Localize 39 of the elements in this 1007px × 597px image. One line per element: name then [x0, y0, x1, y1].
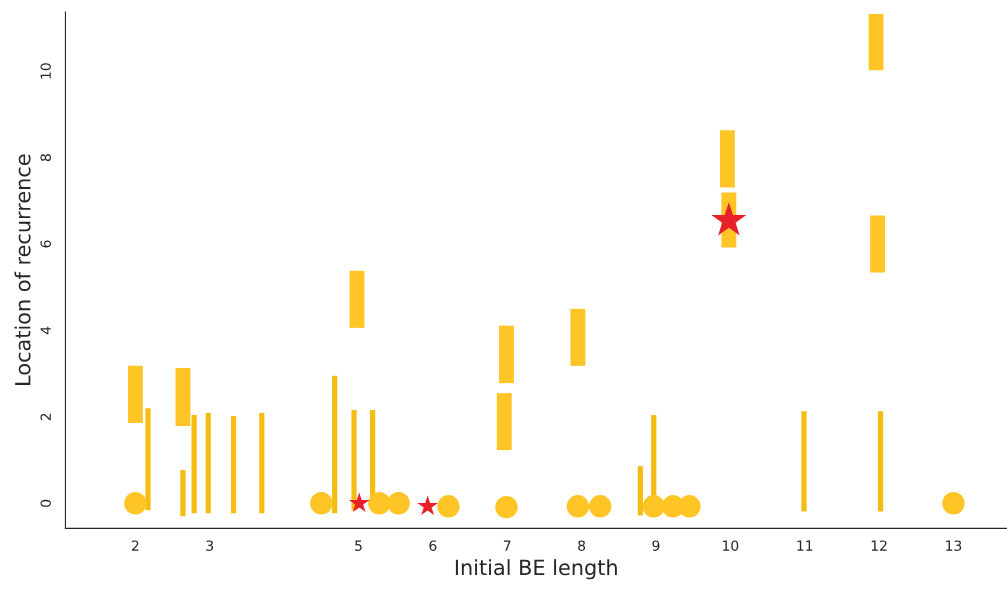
bar — [351, 409, 357, 511]
bar — [570, 308, 586, 366]
x-tick-label: 9 — [652, 540, 660, 551]
y-axis-title: Location of recurrence — [14, 154, 31, 385]
y-tick-label: 4 — [40, 326, 51, 335]
x-tick-label: 8 — [578, 540, 586, 551]
x-tick-label: 10 — [723, 540, 739, 551]
x-tick-label: 13 — [946, 540, 962, 551]
y-tick-label: 0 — [40, 499, 51, 507]
bar — [127, 365, 143, 423]
bar — [801, 411, 807, 512]
bar — [191, 415, 197, 514]
y-tick-label: 8 — [40, 154, 51, 162]
x-tick-label: 5 — [355, 540, 362, 551]
bar — [332, 375, 338, 514]
x-tick-label: 2 — [131, 540, 139, 551]
y-tick-label: 10 — [40, 63, 51, 79]
bar — [719, 130, 735, 188]
bar — [175, 368, 191, 426]
bar — [145, 408, 151, 511]
x-axis-title: Initial BE length — [455, 559, 617, 580]
bar — [637, 466, 643, 516]
bar — [259, 412, 265, 514]
x-tick-label: 3 — [206, 540, 214, 551]
bar — [180, 470, 186, 517]
bar — [868, 14, 884, 71]
bar — [230, 415, 237, 514]
y-tick-label: 6 — [40, 240, 51, 248]
bar — [349, 270, 365, 328]
bar — [877, 411, 884, 512]
x-tick-label: 11 — [797, 540, 813, 551]
x-tick-label: 6 — [429, 540, 437, 551]
x-tick-label: 12 — [871, 540, 887, 551]
x-tick-label: 7 — [503, 540, 511, 551]
bar — [870, 215, 886, 273]
bar — [205, 412, 211, 514]
bar — [499, 325, 514, 384]
bar — [496, 393, 512, 451]
y-tick-label: 2 — [40, 413, 51, 421]
